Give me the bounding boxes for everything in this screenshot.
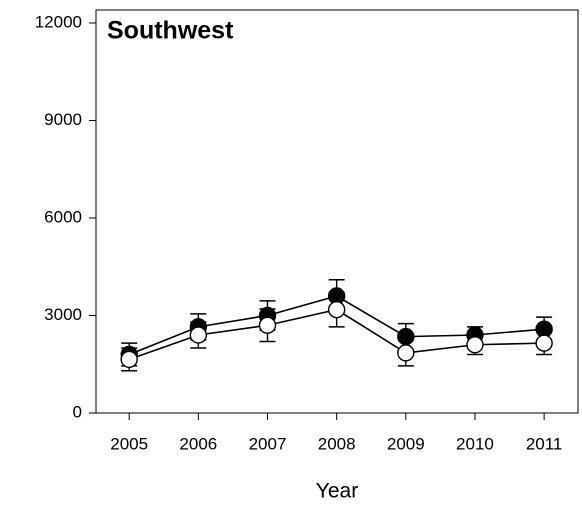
marker bbox=[466, 336, 484, 354]
marker bbox=[535, 334, 553, 352]
x-tick-label: 2009 bbox=[387, 434, 425, 453]
marker bbox=[258, 316, 277, 334]
chart-title: Southwest bbox=[107, 17, 234, 45]
y-tick-label: 0 bbox=[73, 402, 82, 421]
x-tick-label: 2006 bbox=[179, 434, 217, 453]
marker bbox=[397, 344, 415, 362]
marker bbox=[327, 300, 346, 319]
marker bbox=[189, 326, 208, 344]
y-tick-label: 12000 bbox=[35, 12, 82, 31]
x-axis-label: Year bbox=[316, 480, 358, 503]
x-tick-label: 2010 bbox=[456, 434, 494, 453]
x-tick-label: 2005 bbox=[110, 434, 148, 453]
marker bbox=[397, 327, 415, 346]
x-tick-label: 2007 bbox=[249, 434, 287, 453]
x-tick-label: 2011 bbox=[526, 434, 563, 453]
y-tick-label: 6000 bbox=[44, 207, 82, 226]
plot-frame bbox=[95, 9, 579, 414]
x-tick-label: 2008 bbox=[318, 434, 356, 453]
y-tick-label: 3000 bbox=[44, 305, 82, 324]
y-tick-label: 9000 bbox=[44, 110, 82, 129]
marker bbox=[120, 350, 138, 369]
